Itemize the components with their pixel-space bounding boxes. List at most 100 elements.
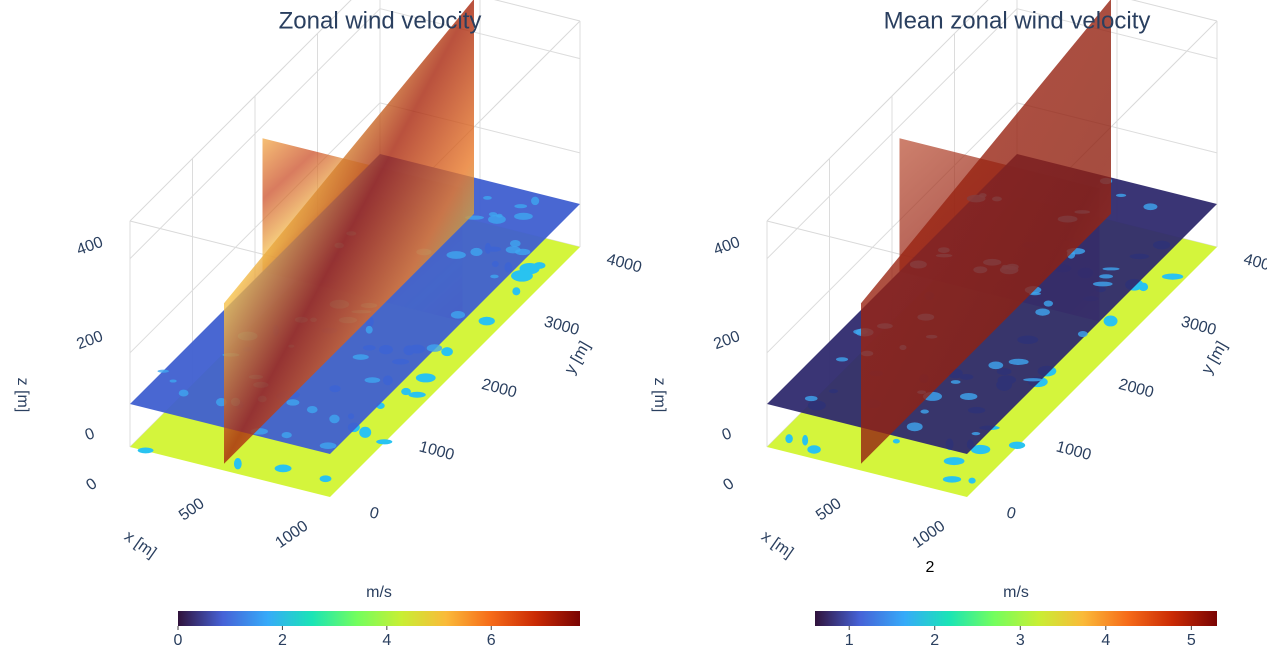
floor-blob xyxy=(441,347,453,356)
colorbar-tick-label: 3 xyxy=(1016,632,1025,649)
colorbar-tick-label: 4 xyxy=(382,632,391,649)
floor-blob xyxy=(401,388,411,395)
slice-blob xyxy=(1093,282,1113,287)
y-tick-label: 3000 xyxy=(1179,313,1218,339)
slice-blob xyxy=(514,213,533,220)
y-tick-label: 0 xyxy=(368,504,381,523)
slice-blob xyxy=(447,251,466,259)
slice-blob xyxy=(282,432,292,438)
floor-blob xyxy=(1139,283,1148,291)
floor-blob xyxy=(479,317,495,326)
colorbar-title: m/s xyxy=(366,584,392,601)
slice-blob xyxy=(353,354,369,360)
z-tick-label: 0 xyxy=(83,425,97,444)
z-tick-label: 200 xyxy=(74,328,105,353)
floor-blob xyxy=(138,447,154,453)
slice-blob xyxy=(1116,194,1126,197)
slice-blob xyxy=(1099,274,1113,278)
y-tick-label: 4000 xyxy=(605,251,644,277)
y-axis-title: y [m] xyxy=(562,339,594,378)
slice-blob xyxy=(951,380,961,384)
chart-title: Zonal wind velocity xyxy=(279,7,482,34)
colorbar-tick-label: 2 xyxy=(278,632,287,649)
slice-blob xyxy=(1035,309,1050,316)
colorbar-tick-label: 5 xyxy=(1187,632,1196,649)
z-axis-title: z [m] xyxy=(651,378,668,413)
colorbar xyxy=(178,611,580,626)
slice-blob xyxy=(988,362,1003,370)
slice-blob xyxy=(427,344,442,352)
slice-blob xyxy=(451,311,465,319)
floor-blob xyxy=(376,439,392,444)
slice-blob xyxy=(329,415,339,424)
slice-blob xyxy=(1044,300,1053,306)
floor-blob xyxy=(893,439,900,444)
x-tick-label: 0 xyxy=(83,475,100,494)
colorbar-tick-label: 2 xyxy=(930,632,939,649)
floor-blob xyxy=(512,287,520,295)
chart-title: Mean zonal wind velocity xyxy=(884,7,1151,34)
y-tick-label: 1000 xyxy=(417,438,456,464)
floor-blob xyxy=(1009,442,1025,449)
slice-blob xyxy=(1143,203,1157,210)
slice-blob xyxy=(1103,267,1120,270)
slice-blob xyxy=(366,326,373,334)
colorbar-title: m/s xyxy=(1003,584,1029,601)
floor-blob xyxy=(320,475,332,482)
floor-blob xyxy=(943,476,961,483)
slice-blob xyxy=(483,196,492,200)
x-axis-title: x [m] xyxy=(758,528,796,562)
slice-blob xyxy=(470,248,482,256)
z-tick-label: 0 xyxy=(720,425,734,444)
colorbar-tick-label: 4 xyxy=(1101,632,1110,649)
slice-blob xyxy=(907,422,923,431)
slice-blob xyxy=(960,393,977,400)
slice-blob xyxy=(489,212,497,216)
slice-blob xyxy=(307,406,318,413)
annotation: 2 xyxy=(926,559,935,576)
floor-blob xyxy=(408,392,425,398)
floor-blob xyxy=(944,457,965,465)
slice-blob xyxy=(1023,378,1043,381)
slice-blob xyxy=(157,370,169,373)
slice-blob xyxy=(836,357,848,361)
x-tick-label: 1000 xyxy=(909,518,948,552)
slice-blob xyxy=(506,246,521,253)
floor-blob xyxy=(275,465,292,473)
slice-blob xyxy=(170,379,177,382)
x-tick-label: 500 xyxy=(813,495,845,524)
y-tick-label: 2000 xyxy=(480,376,519,402)
y-tick-label: 1000 xyxy=(1054,438,1093,464)
floor-blob xyxy=(968,478,975,484)
floor-blob xyxy=(234,458,242,469)
floor-blob xyxy=(802,435,808,446)
y-tick-label: 2000 xyxy=(1117,376,1156,402)
slice-blob xyxy=(488,215,506,224)
y-tick-label: 0 xyxy=(1005,504,1018,523)
slice-blob xyxy=(490,275,498,279)
floor-blob xyxy=(359,427,371,438)
slice-blob xyxy=(320,442,337,449)
colorbar xyxy=(815,611,1217,626)
slice-blob xyxy=(805,396,818,401)
slice-blob xyxy=(920,410,928,414)
floor-blob xyxy=(511,270,533,282)
x-tick-label: 1000 xyxy=(272,518,311,552)
x-axis-title: x [m] xyxy=(121,528,159,562)
floor-blob xyxy=(416,373,436,382)
colorbar-tick-label: 1 xyxy=(845,632,854,649)
floor-blob xyxy=(1162,273,1183,279)
x-tick-label: 0 xyxy=(720,475,737,494)
floor-blob xyxy=(807,445,821,453)
slice-blob xyxy=(286,399,299,405)
figure: 02004000500100001000200030004000z [m]x [… xyxy=(0,0,1267,650)
y-tick-label: 4000 xyxy=(1242,251,1267,277)
colorbar-tick-label: 6 xyxy=(487,632,496,649)
z-tick-label: 400 xyxy=(711,234,742,259)
slice-blob xyxy=(1009,359,1029,365)
floor-blob xyxy=(785,434,792,443)
slice-blob xyxy=(514,204,527,208)
y-axis-title: y [m] xyxy=(1199,339,1231,378)
y-tick-label: 3000 xyxy=(542,313,581,339)
